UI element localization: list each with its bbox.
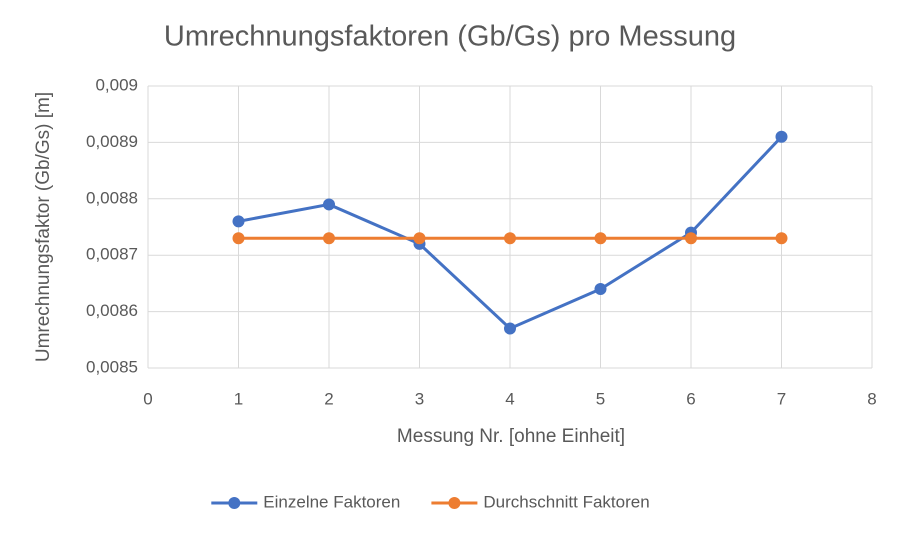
data-point bbox=[775, 130, 788, 143]
legend-marker bbox=[228, 497, 241, 509]
y-tick-label: 0,0086 bbox=[86, 301, 138, 320]
x-tick-label: 1 bbox=[234, 389, 243, 408]
y-tick-label: 0,0085 bbox=[86, 357, 138, 376]
data-point bbox=[232, 232, 245, 245]
x-tick-label: 7 bbox=[777, 389, 786, 408]
x-tick-label: 6 bbox=[686, 389, 695, 408]
legend-label: Einzelne Faktoren bbox=[263, 492, 400, 511]
x-tick-label: 5 bbox=[596, 389, 605, 408]
x-axis-label: Messung Nr. [ohne Einheit] bbox=[397, 426, 625, 447]
data-point bbox=[504, 322, 516, 335]
data-point bbox=[413, 232, 426, 245]
y-tick-label: 0,0087 bbox=[86, 245, 138, 264]
y-tick-label: 0,009 bbox=[95, 75, 138, 94]
data-point bbox=[232, 215, 245, 228]
data-point bbox=[504, 232, 516, 245]
x-tick-label: 3 bbox=[415, 389, 424, 408]
legend-label: Durchschnitt Faktoren bbox=[483, 492, 649, 511]
legend-marker bbox=[448, 497, 461, 509]
x-tick-label: 2 bbox=[324, 389, 333, 408]
data-point bbox=[685, 232, 697, 245]
data-point bbox=[775, 232, 788, 245]
x-tick-label: 8 bbox=[867, 389, 876, 408]
x-tick-label: 4 bbox=[505, 389, 514, 408]
y-tick-label: 0,0088 bbox=[86, 188, 138, 207]
data-point bbox=[323, 198, 335, 211]
y-tick-label: 0,0089 bbox=[86, 132, 138, 151]
data-point bbox=[594, 232, 607, 245]
y-axis-label: Umrechnungsfaktor (Gb/Gs) [m] bbox=[33, 92, 54, 362]
chart-title: Umrechnungsfaktoren (Gb/Gs) pro Messung bbox=[164, 21, 736, 53]
data-point bbox=[323, 232, 335, 245]
x-tick-label: 0 bbox=[143, 389, 152, 408]
data-point bbox=[594, 283, 607, 296]
